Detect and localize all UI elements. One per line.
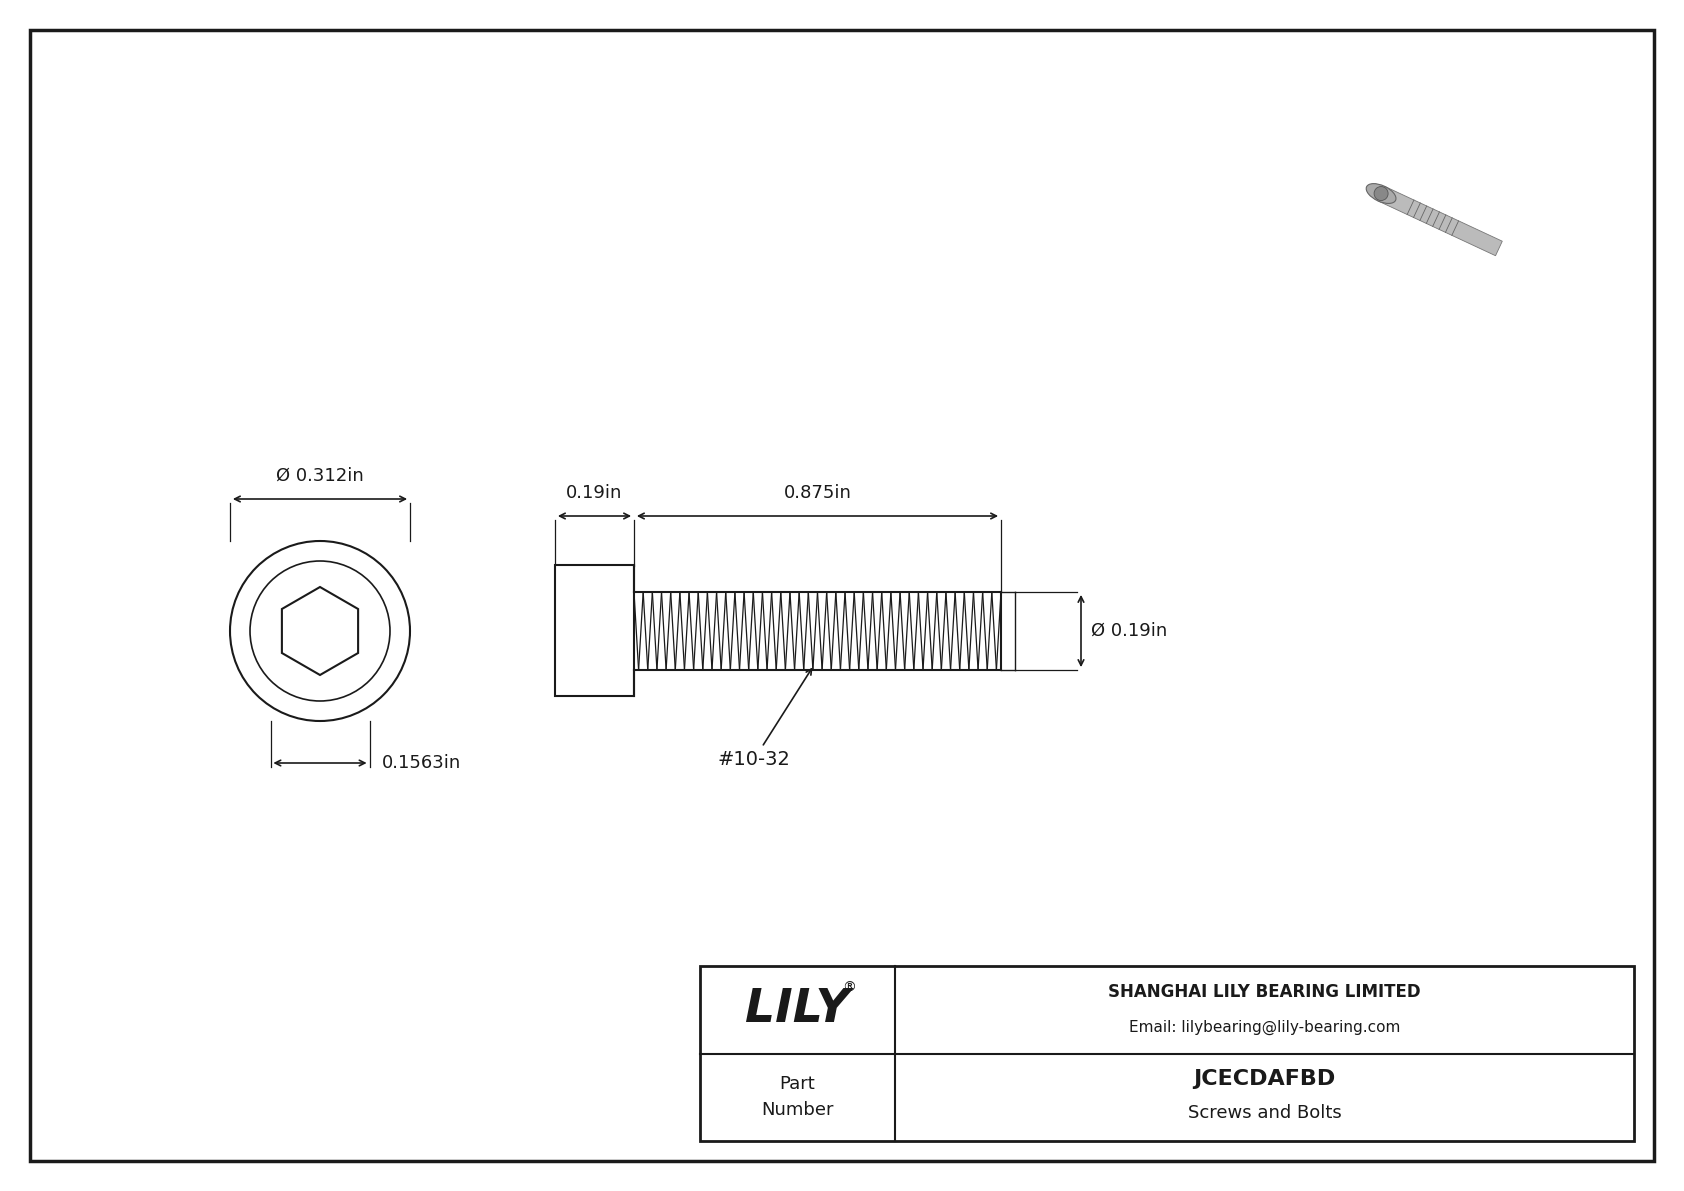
Bar — [633, 591, 1000, 671]
Text: Screws and Bolts: Screws and Bolts — [1187, 1104, 1342, 1122]
Text: JCECDAFBD: JCECDAFBD — [1194, 1070, 1335, 1090]
Text: LILY: LILY — [744, 987, 850, 1033]
Text: 0.875in: 0.875in — [783, 484, 852, 501]
Text: Email: lilybearing@lily-bearing.com: Email: lilybearing@lily-bearing.com — [1128, 1021, 1399, 1035]
Text: #10-32: #10-32 — [717, 669, 812, 769]
Text: Ø 0.312in: Ø 0.312in — [276, 467, 364, 485]
Text: ®: ® — [842, 980, 857, 994]
Ellipse shape — [1366, 183, 1396, 204]
Text: Part
Number: Part Number — [761, 1075, 834, 1120]
Text: Ø 0.19in: Ø 0.19in — [1091, 622, 1167, 640]
Circle shape — [1374, 187, 1388, 200]
Polygon shape — [1378, 186, 1502, 256]
Bar — [701, 966, 1633, 1141]
Text: 0.1563in: 0.1563in — [382, 754, 461, 772]
Text: 0.19in: 0.19in — [566, 484, 623, 501]
Bar — [556, 565, 633, 696]
Text: SHANGHAI LILY BEARING LIMITED: SHANGHAI LILY BEARING LIMITED — [1108, 983, 1421, 1000]
